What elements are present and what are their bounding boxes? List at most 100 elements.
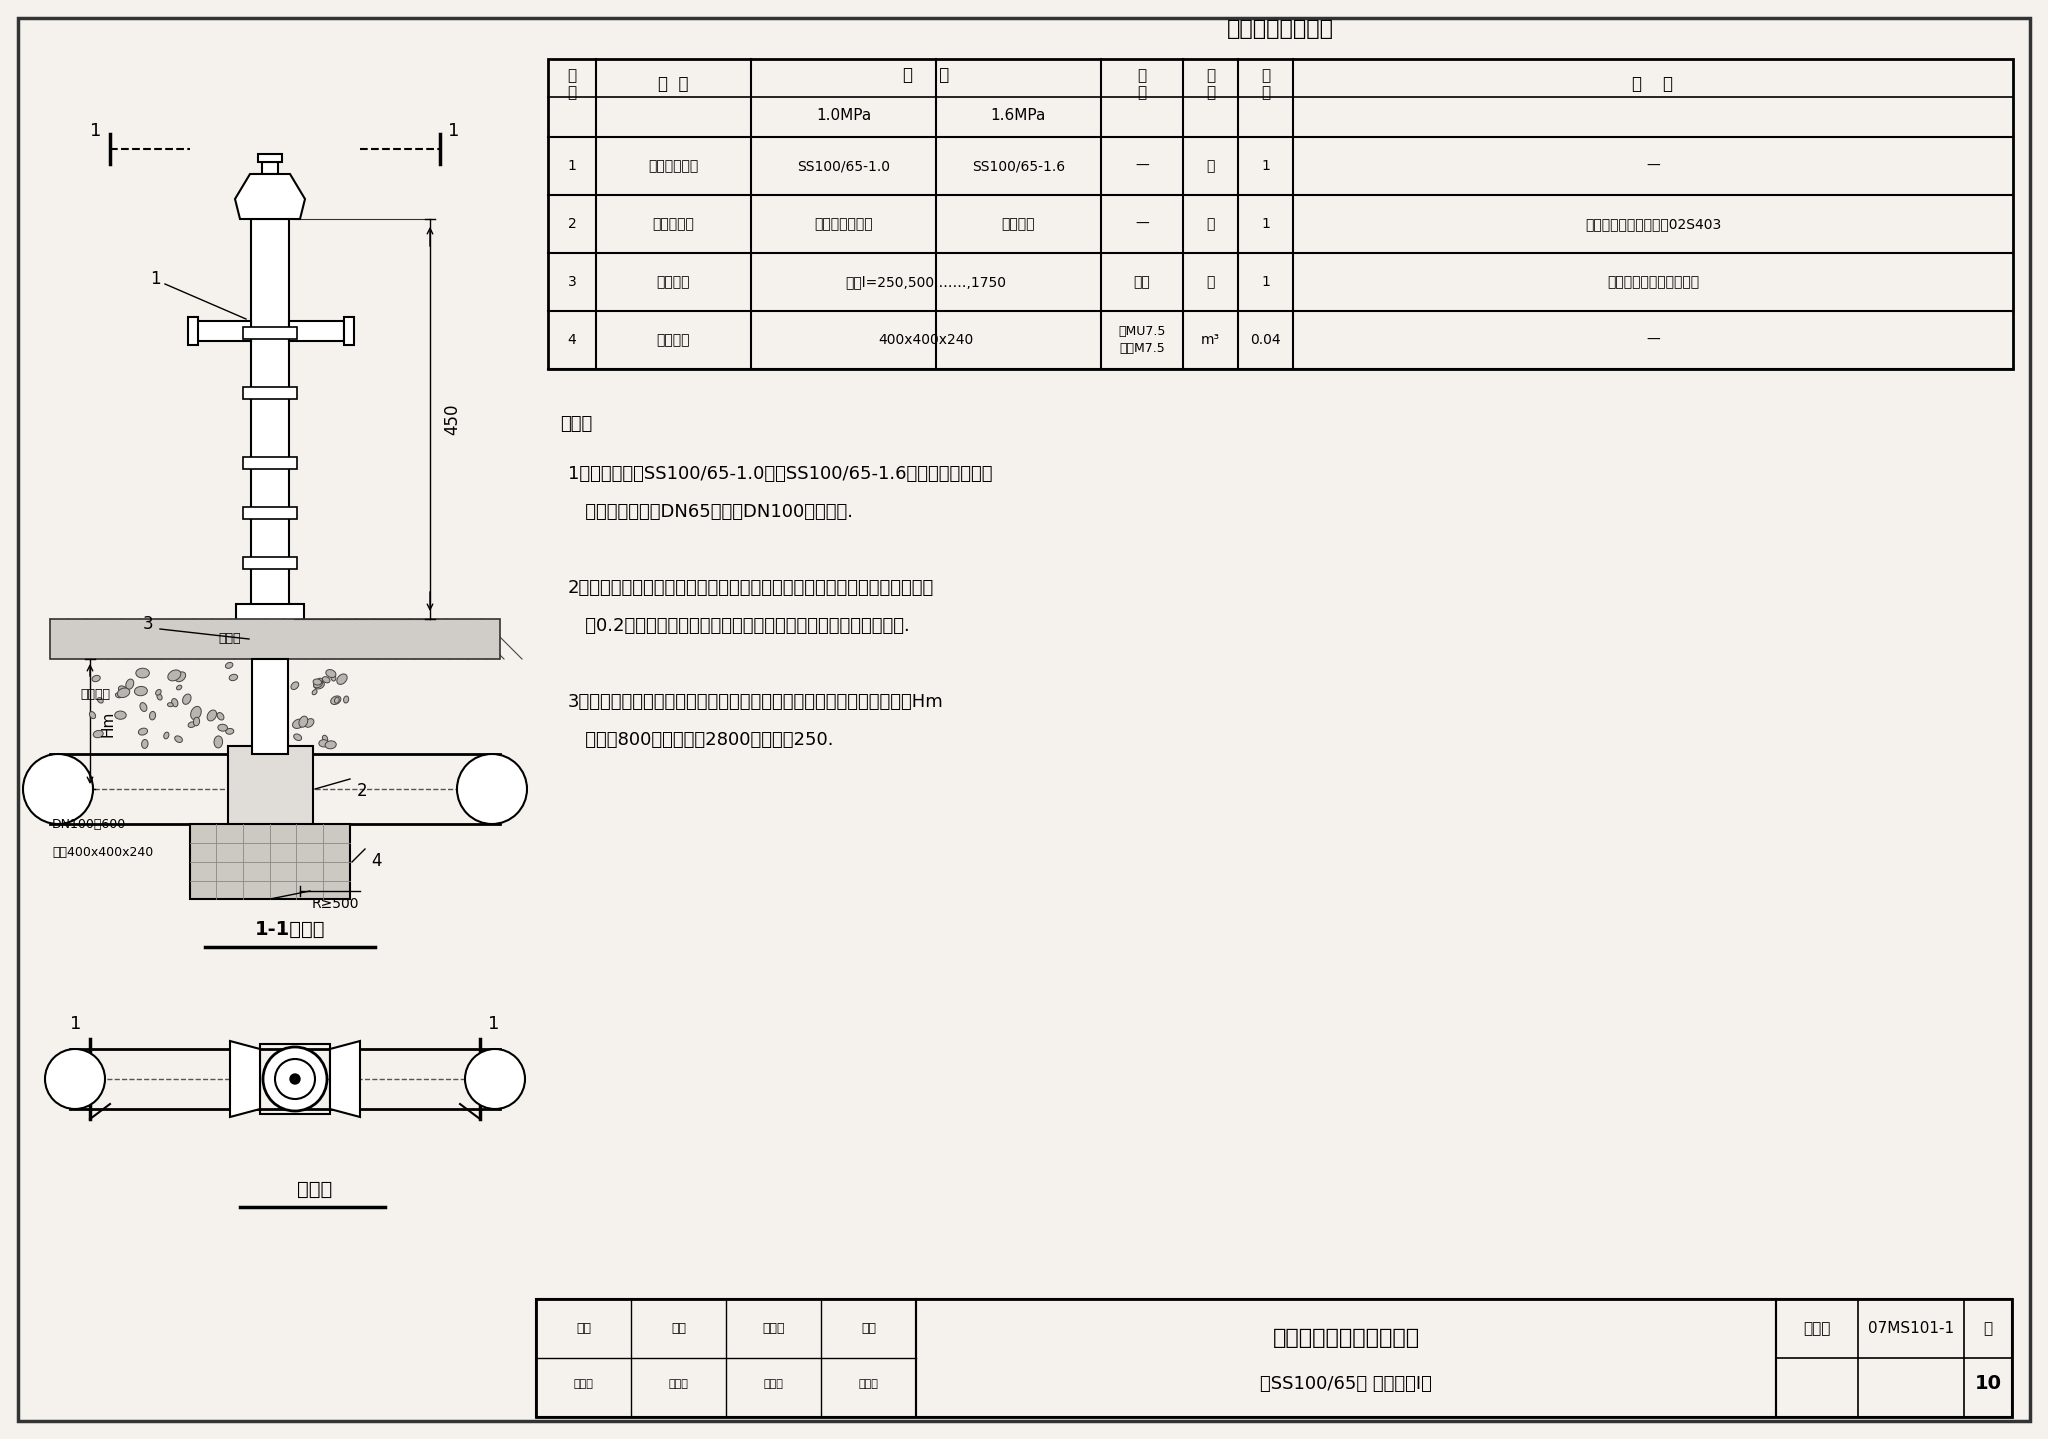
Circle shape xyxy=(291,1073,299,1084)
Text: 审核: 审核 xyxy=(575,1322,592,1335)
Text: 编
号: 编 号 xyxy=(567,68,578,101)
Ellipse shape xyxy=(188,722,195,728)
Ellipse shape xyxy=(344,696,348,704)
Text: 图集号: 图集号 xyxy=(1804,1321,1831,1335)
Text: SS100/65-1.6: SS100/65-1.6 xyxy=(973,158,1065,173)
Text: 3: 3 xyxy=(143,614,154,633)
Text: 数
量: 数 量 xyxy=(1262,68,1270,101)
Text: 该消火栓有两个DN65和一个DN100的出水口.: 该消火栓有两个DN65和一个DN100的出水口. xyxy=(567,504,854,521)
Bar xyxy=(244,507,297,519)
Ellipse shape xyxy=(139,702,147,711)
Text: 1.0MPa: 1.0MPa xyxy=(815,108,870,122)
Ellipse shape xyxy=(317,678,322,682)
Ellipse shape xyxy=(90,711,96,718)
Ellipse shape xyxy=(176,672,186,682)
Text: 1: 1 xyxy=(70,1014,82,1033)
Text: 材
料: 材 料 xyxy=(1137,68,1147,101)
Polygon shape xyxy=(236,174,305,219)
Circle shape xyxy=(457,754,526,825)
Text: —: — xyxy=(1647,332,1659,347)
Ellipse shape xyxy=(311,689,317,695)
Text: 长度l=250,500,……,1750: 长度l=250,500,……,1750 xyxy=(846,275,1006,289)
Bar xyxy=(244,557,297,568)
Text: 1.6MPa: 1.6MPa xyxy=(991,108,1047,122)
Ellipse shape xyxy=(125,679,133,689)
Ellipse shape xyxy=(190,707,201,720)
Bar xyxy=(344,317,354,345)
Text: 2: 2 xyxy=(567,217,575,232)
Text: 1: 1 xyxy=(90,122,102,140)
Ellipse shape xyxy=(322,676,330,684)
Ellipse shape xyxy=(119,686,127,695)
Text: 审核叫: 审核叫 xyxy=(762,1322,784,1335)
Text: 地上式消火栓: 地上式消火栓 xyxy=(649,158,698,173)
Text: 1: 1 xyxy=(487,1014,500,1033)
Ellipse shape xyxy=(225,728,233,734)
Text: R≥500: R≥500 xyxy=(311,896,358,911)
Text: 用0.2厚塑料薄膜包严，其余管道和管件的防腐做法由设计人确定.: 用0.2厚塑料薄膜包严，其余管道和管件的防腐做法由设计人确定. xyxy=(567,617,909,635)
Bar xyxy=(244,387,297,399)
Text: 1: 1 xyxy=(567,158,575,173)
Text: —: — xyxy=(1647,158,1659,173)
Circle shape xyxy=(274,1059,315,1099)
Circle shape xyxy=(45,1049,104,1109)
Ellipse shape xyxy=(207,709,217,721)
Text: 主要设备及材料表: 主要设备及材料表 xyxy=(1227,19,1333,39)
Ellipse shape xyxy=(117,688,129,698)
Ellipse shape xyxy=(168,702,174,707)
Ellipse shape xyxy=(293,734,301,741)
Ellipse shape xyxy=(115,711,127,720)
Text: 套: 套 xyxy=(1206,158,1214,173)
Bar xyxy=(244,327,297,340)
Bar xyxy=(330,1069,340,1089)
Ellipse shape xyxy=(139,728,147,735)
Text: 0.04: 0.04 xyxy=(1249,332,1280,347)
Text: 平面图: 平面图 xyxy=(297,1180,332,1199)
Bar xyxy=(244,458,297,469)
Text: 消火栓三通: 消火栓三通 xyxy=(653,217,694,232)
Ellipse shape xyxy=(174,735,182,743)
Ellipse shape xyxy=(168,671,180,681)
Text: —: — xyxy=(1135,217,1149,232)
Text: 支墩400x400x240: 支墩400x400x240 xyxy=(51,846,154,859)
Bar xyxy=(537,1299,2011,1417)
Text: 个: 个 xyxy=(1206,275,1214,289)
Text: 2: 2 xyxy=(356,781,367,800)
Text: 备    注: 备 注 xyxy=(1632,75,1673,94)
Text: 1．消火栓采用SS100/65-1.0型或SS100/65-1.6型地上式消火栓，: 1．消火栓采用SS100/65-1.0型或SS100/65-1.6型地上式消火栓… xyxy=(567,465,993,484)
Bar xyxy=(549,59,2013,368)
Bar xyxy=(258,154,283,163)
Text: 可以从800逐档加高到2800，每档为250.: 可以从800逐档加高到2800，每档为250. xyxy=(567,731,834,750)
Text: —: — xyxy=(1135,158,1149,173)
Text: 400x400x240: 400x400x240 xyxy=(879,332,973,347)
Text: DN100～600: DN100～600 xyxy=(51,819,127,832)
Ellipse shape xyxy=(213,735,223,748)
Bar xyxy=(236,604,303,625)
Text: 砖砌支墩: 砖砌支墩 xyxy=(657,332,690,347)
Ellipse shape xyxy=(326,669,336,678)
Ellipse shape xyxy=(313,681,324,689)
Text: 碎石回填: 碎石回填 xyxy=(80,688,111,701)
Ellipse shape xyxy=(305,718,313,727)
Ellipse shape xyxy=(115,694,121,698)
Text: 砂浆M7.5: 砂浆M7.5 xyxy=(1118,342,1165,355)
Ellipse shape xyxy=(330,696,340,705)
Text: 10: 10 xyxy=(1974,1374,2001,1393)
Text: 4: 4 xyxy=(567,332,575,347)
Text: 室外地上式消火栓安装图: 室外地上式消火栓安装图 xyxy=(1272,1328,1419,1348)
Polygon shape xyxy=(330,1040,360,1117)
Text: 3．根据管道埋深的不同，可选用不同长度的法兰接管，使管道覆土深度Hm: 3．根据管道埋深的不同，可选用不同长度的法兰接管，使管道覆土深度Hm xyxy=(567,694,944,711)
Ellipse shape xyxy=(334,696,340,704)
Ellipse shape xyxy=(135,686,147,695)
Bar xyxy=(262,163,279,174)
Text: 铸铁或钢制三通: 铸铁或钢制三通 xyxy=(815,217,872,232)
Ellipse shape xyxy=(92,675,100,682)
Bar xyxy=(188,317,199,345)
Ellipse shape xyxy=(135,668,150,678)
Ellipse shape xyxy=(158,694,162,699)
Ellipse shape xyxy=(98,698,102,704)
Text: 450: 450 xyxy=(442,403,461,435)
Text: 页: 页 xyxy=(1982,1321,1993,1335)
Ellipse shape xyxy=(225,662,233,668)
Text: 单
位: 单 位 xyxy=(1206,68,1214,101)
